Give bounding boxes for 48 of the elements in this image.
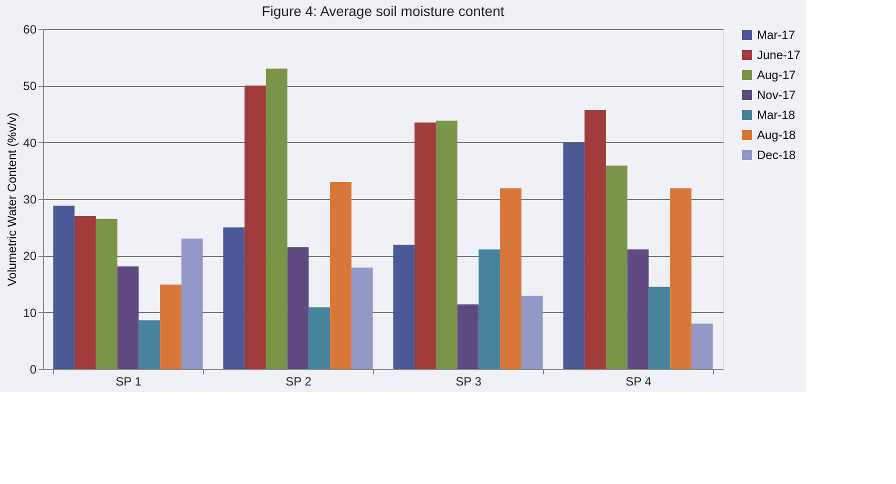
legend-label: Mar-18 xyxy=(757,108,796,122)
bar xyxy=(74,216,96,369)
x-tick-label: SP 4 xyxy=(626,374,652,388)
bar xyxy=(181,238,203,369)
legend-label: Aug-17 xyxy=(757,68,796,82)
bar xyxy=(117,266,139,369)
bar xyxy=(308,307,330,369)
bar xyxy=(606,166,628,369)
x-tick-label: SP 3 xyxy=(456,374,482,388)
bar xyxy=(138,320,160,369)
chart-title: Figure 4: Average soil moisture content xyxy=(262,3,504,19)
bar xyxy=(160,284,182,369)
x-tick-label: SP 2 xyxy=(286,374,312,388)
bar xyxy=(351,268,373,369)
bar xyxy=(478,249,500,369)
bar xyxy=(670,188,692,369)
bar xyxy=(330,182,352,369)
y-tick-label: 60 xyxy=(23,22,37,36)
bar xyxy=(648,286,670,369)
bar xyxy=(244,86,266,369)
bar xyxy=(457,304,479,369)
bar xyxy=(223,227,245,369)
bar xyxy=(691,324,713,369)
bar xyxy=(521,296,543,369)
bar xyxy=(287,247,309,369)
bar xyxy=(436,120,458,369)
y-tick-label: 20 xyxy=(23,249,37,264)
bar xyxy=(563,142,585,369)
legend-label: Aug-18 xyxy=(757,128,796,142)
legend-label: Mar-17 xyxy=(757,28,796,42)
y-axis-title: Volumetric Water Content (%v/v) xyxy=(5,112,20,286)
y-tick-label: 50 xyxy=(23,79,37,94)
bar xyxy=(627,249,649,369)
bar xyxy=(414,122,436,369)
bar xyxy=(393,244,415,369)
bar xyxy=(500,188,522,369)
x-tick-label: SP 1 xyxy=(116,374,142,388)
y-tick-label: 40 xyxy=(23,136,37,150)
legend-label: Nov-17 xyxy=(757,88,796,102)
legend-label: Dec-18 xyxy=(757,148,796,162)
y-tick-label: 10 xyxy=(23,306,37,320)
bar xyxy=(53,206,75,369)
bar xyxy=(584,110,606,369)
legend-label: June-17 xyxy=(757,48,801,62)
y-tick-label: 0 xyxy=(30,362,37,376)
y-tick-label: 30 xyxy=(23,192,37,206)
bar xyxy=(266,68,288,369)
bar xyxy=(96,218,118,369)
